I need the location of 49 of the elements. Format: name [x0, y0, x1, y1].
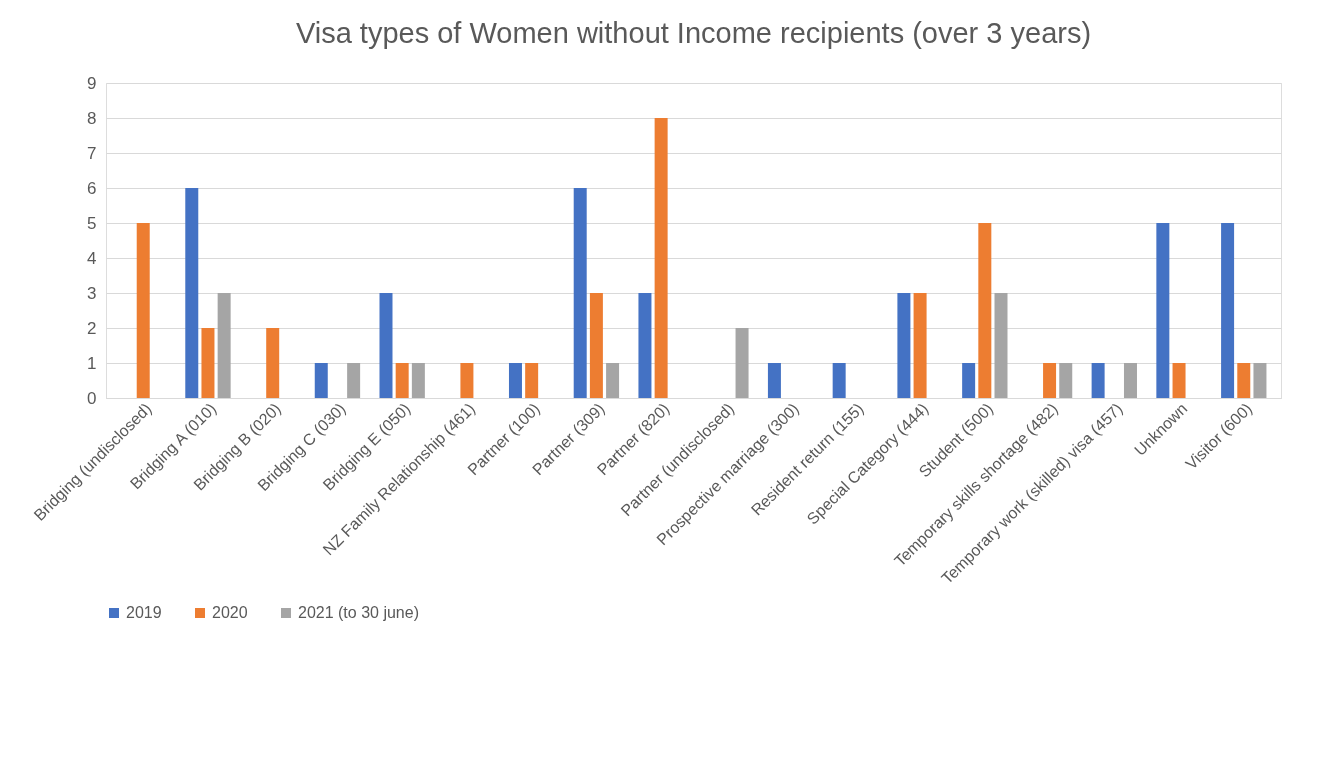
legend-label: 2020 [212, 604, 248, 621]
bar [525, 363, 539, 398]
bar [1156, 223, 1170, 398]
bar [266, 328, 280, 398]
bar [508, 363, 522, 398]
bar [735, 328, 749, 398]
y-tick-label: 8 [87, 108, 97, 128]
y-tick-label: 2 [87, 318, 97, 338]
bar [832, 363, 846, 398]
bar [897, 293, 911, 398]
bar [654, 118, 668, 398]
y-tick-label: 3 [87, 283, 97, 303]
bar [962, 363, 976, 398]
bar [395, 363, 409, 398]
bar [185, 188, 199, 398]
legend-label: 2021 (to 30 june) [298, 604, 419, 621]
bar [1043, 363, 1057, 398]
bar [767, 363, 781, 398]
bar [347, 363, 361, 398]
bar [978, 223, 992, 398]
bar [411, 363, 425, 398]
y-tick-label: 4 [87, 248, 97, 268]
bar [136, 223, 150, 398]
y-tick-label: 5 [87, 213, 97, 233]
y-tick-label: 7 [87, 143, 97, 163]
bar [638, 293, 652, 398]
bar [379, 293, 393, 398]
bar [1172, 363, 1186, 398]
bar [994, 293, 1008, 398]
bar [201, 328, 215, 398]
bar [1059, 363, 1073, 398]
bar [217, 293, 231, 398]
bar [606, 363, 620, 398]
bar [1253, 363, 1267, 398]
bar [573, 188, 587, 398]
bar [913, 293, 927, 398]
bar [314, 363, 328, 398]
y-tick-label: 9 [87, 73, 97, 93]
y-tick-label: 0 [87, 388, 97, 408]
bar [1221, 223, 1235, 398]
bar [589, 293, 603, 398]
y-tick-label: 6 [87, 178, 97, 198]
bar [1091, 363, 1105, 398]
bar [1237, 363, 1251, 398]
bar [460, 363, 474, 398]
chart-title: Visa types of Women without Income recipients (over 3 years) [295, 17, 1092, 49]
legend-label: 2019 [126, 604, 162, 621]
bar [1123, 363, 1137, 398]
y-tick-label: 1 [87, 353, 97, 373]
